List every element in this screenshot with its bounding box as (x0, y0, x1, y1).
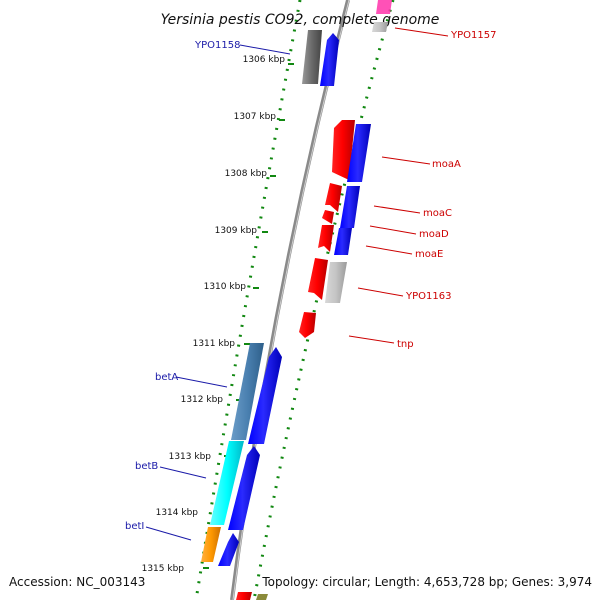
gene-label-ypo1158[interactable]: YPO1158 (194, 40, 240, 51)
label-connector (394, 27, 449, 37)
gene-label-moaa[interactable]: moaA (432, 159, 461, 170)
tick-label: 1313 kbp (169, 452, 212, 462)
gene-feature[interactable] (308, 258, 328, 300)
gene-feature[interactable] (228, 446, 260, 530)
gene-feature[interactable] (218, 533, 239, 566)
gene-label-moad[interactable]: moaD (419, 229, 449, 240)
tick-label: 1314 kbp (156, 508, 199, 518)
gene-label-tnp[interactable]: tnp (397, 339, 414, 350)
tick-label: 1307 kbp (234, 112, 277, 122)
label-connector (239, 44, 291, 55)
map-title: Yersinia pestis CO92, complete genome (161, 12, 440, 28)
tick-label: 1309 kbp (215, 226, 258, 236)
gene-features[interactable] (201, 0, 392, 600)
tick-label: 1312 kbp (181, 395, 224, 405)
gene-feature[interactable] (318, 225, 334, 252)
gene-feature[interactable] (256, 594, 268, 600)
kbp-ticks: 1306 kbp 1307 kbp 1308 kbp 1309 kbp 1310… (142, 55, 294, 574)
gene-label-ypo1163[interactable]: YPO1163 (405, 291, 451, 302)
label-connector (357, 287, 404, 297)
label-connector (175, 376, 228, 388)
gene-label-betb[interactable]: betB (135, 461, 158, 472)
label-connector (145, 526, 192, 541)
gene-feature[interactable] (236, 592, 252, 600)
gene-feature[interactable] (320, 33, 339, 86)
label-connector (381, 156, 431, 165)
tick-label: 1308 kbp (225, 169, 268, 179)
gene-feature[interactable] (372, 22, 388, 32)
gene-feature[interactable] (325, 183, 342, 212)
gene-feature[interactable] (322, 210, 334, 224)
gene-feature[interactable] (347, 124, 371, 182)
gene-feature[interactable] (334, 228, 352, 255)
gene-feature[interactable] (201, 527, 221, 562)
gene-label-beti[interactable]: betI (125, 521, 144, 532)
gene-feature[interactable] (231, 343, 264, 440)
accession-text: Accession: NC_003143 (9, 575, 145, 589)
gene-label-moac[interactable]: moaC (423, 208, 452, 219)
gene-feature[interactable] (325, 262, 347, 303)
tick-label: 1310 kbp (204, 282, 247, 292)
label-connector (159, 466, 207, 479)
gene-label-moae[interactable]: moaE (415, 249, 443, 260)
gene-labels: YPO1158 betA betB betI YPO1157 moaA moaC… (125, 27, 496, 541)
label-connector (373, 205, 421, 214)
label-connector (369, 225, 417, 235)
tick-label: 1306 kbp (243, 55, 286, 65)
gene-feature[interactable] (332, 120, 355, 180)
tick-label: 1311 kbp (193, 339, 236, 349)
gene-label-ypo1157[interactable]: YPO1157 (450, 30, 496, 41)
tick-label: 1315 kbp (142, 564, 185, 574)
gene-feature[interactable] (299, 312, 316, 338)
gene-feature[interactable] (376, 0, 392, 14)
gene-feature[interactable] (302, 30, 322, 84)
topology-text: Topology: circular; Length: 4,653,728 bp… (261, 575, 592, 589)
gene-feature[interactable] (210, 441, 244, 525)
label-connector (365, 245, 413, 255)
gene-feature[interactable] (248, 347, 282, 444)
label-connector (348, 335, 395, 344)
gene-label-beta[interactable]: betA (155, 372, 178, 383)
track-dots-right (252, 0, 395, 600)
gene-feature[interactable] (340, 186, 360, 228)
